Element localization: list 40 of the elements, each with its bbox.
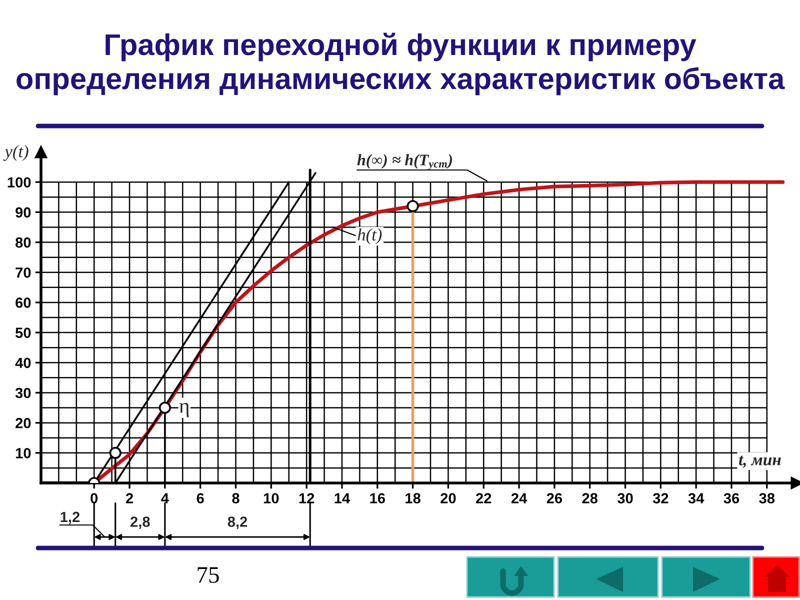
x-tick-label: 10 <box>264 493 279 504</box>
y-tick-label: 60 <box>16 298 31 308</box>
x-axis-title: t, мин <box>739 456 781 468</box>
x-tick-label: 28 <box>582 493 598 504</box>
x-tick-label: 24 <box>511 493 528 504</box>
x-tick-label: 16 <box>370 493 385 504</box>
y-tick-label: 100 <box>8 177 31 188</box>
y-tick-label: 70 <box>16 267 31 278</box>
annotation: η <box>179 402 189 418</box>
y-tick-label: 80 <box>16 237 31 248</box>
x-tick-label: 4 <box>161 493 169 504</box>
x-tick-label: 0 <box>90 493 98 504</box>
y-tick-label: 20 <box>16 418 31 428</box>
y-tick-label: 10 <box>16 448 31 458</box>
y-tick-label: 90 <box>16 207 31 218</box>
x-tick-label: 8 <box>232 493 240 504</box>
text: 75 <box>198 567 219 583</box>
x-tick-label: 30 <box>617 493 633 504</box>
annotation: h(∞) ≈ h(T$_{уст}$) <box>357 154 452 170</box>
x-tick-label: 22 <box>476 493 492 504</box>
x-tick-label: 14 <box>334 493 350 504</box>
x-tick-label: 38 <box>759 493 775 504</box>
x-tick-label: 32 <box>652 493 668 504</box>
annotation: h(t) <box>358 228 382 244</box>
x-tick-label: 20 <box>440 493 456 504</box>
chart-title: График переходной функции к примеру определения динамических характеристик объекта <box>16 32 785 96</box>
text: 8,2 <box>228 516 248 530</box>
x-tick-label: 2 <box>126 493 133 504</box>
x-tick-label: 26 <box>546 493 562 504</box>
y-tick-label: 50 <box>16 328 31 338</box>
y-tick-label: 40 <box>15 358 31 368</box>
x-tick-label: 18 <box>406 493 420 504</box>
x-tick-label: 34 <box>688 493 704 504</box>
text: 1,2 <box>60 512 80 524</box>
y-tick-label: 30 <box>15 388 31 398</box>
text: 2,8 <box>130 516 150 530</box>
x-tick-label: 6 <box>196 493 204 504</box>
y-axis-title: y(t) <box>3 145 28 161</box>
x-tick-label: 12 <box>299 493 314 504</box>
x-tick-label: 36 <box>724 493 740 504</box>
